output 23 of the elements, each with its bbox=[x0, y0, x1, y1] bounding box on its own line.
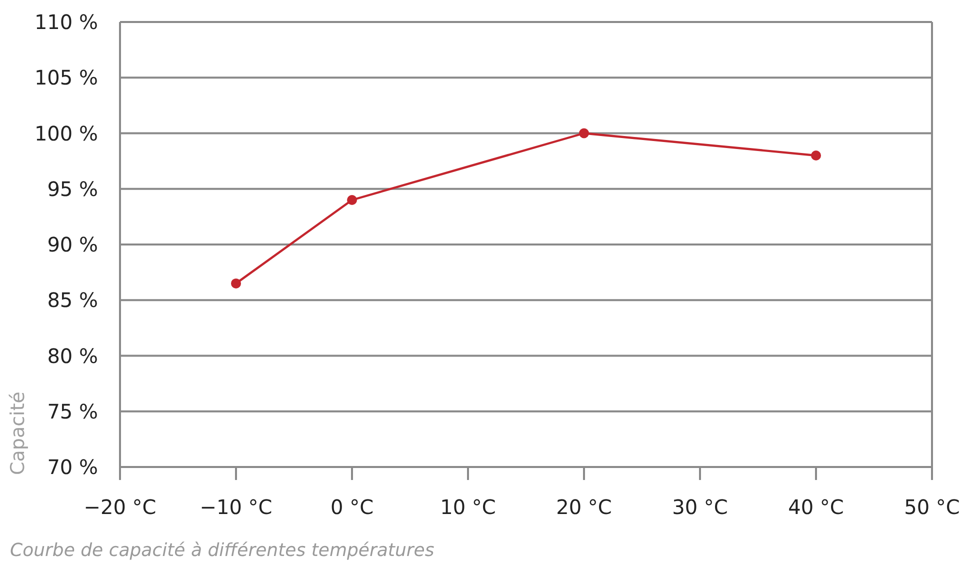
y-tick-label: 70 % bbox=[47, 455, 98, 479]
point bbox=[231, 278, 241, 288]
y-tick-label: 80 % bbox=[47, 344, 98, 368]
x-tick-label: 50 °C bbox=[904, 495, 960, 520]
y-tick-label: 110 % bbox=[34, 10, 98, 34]
point bbox=[579, 128, 589, 138]
x-tick-label: 0 °C bbox=[330, 495, 374, 520]
x-tick-label: 40 °C bbox=[788, 495, 844, 520]
y-axis-title: Capacité bbox=[7, 392, 29, 475]
point bbox=[811, 150, 821, 160]
y-tick-label: 75 % bbox=[47, 399, 98, 424]
point bbox=[347, 195, 357, 205]
y-tick-label: 100 % bbox=[34, 121, 98, 146]
x-tick-label: 10 °C bbox=[440, 495, 496, 520]
y-tick-label: 90 % bbox=[47, 232, 98, 256]
text: Courbe de capacité à différentes températures bbox=[10, 540, 434, 561]
x-tick-label: −20 °C bbox=[84, 495, 156, 520]
x-tick-label: 20 °C bbox=[556, 495, 612, 520]
y-tick-label: 85 % bbox=[47, 288, 98, 312]
y-tick-label: 105 % bbox=[34, 66, 98, 90]
x-tick-label: −10 °C bbox=[200, 495, 272, 520]
y-tick-label: 95 % bbox=[47, 176, 98, 201]
x-tick-label: 30 °C bbox=[672, 495, 728, 520]
